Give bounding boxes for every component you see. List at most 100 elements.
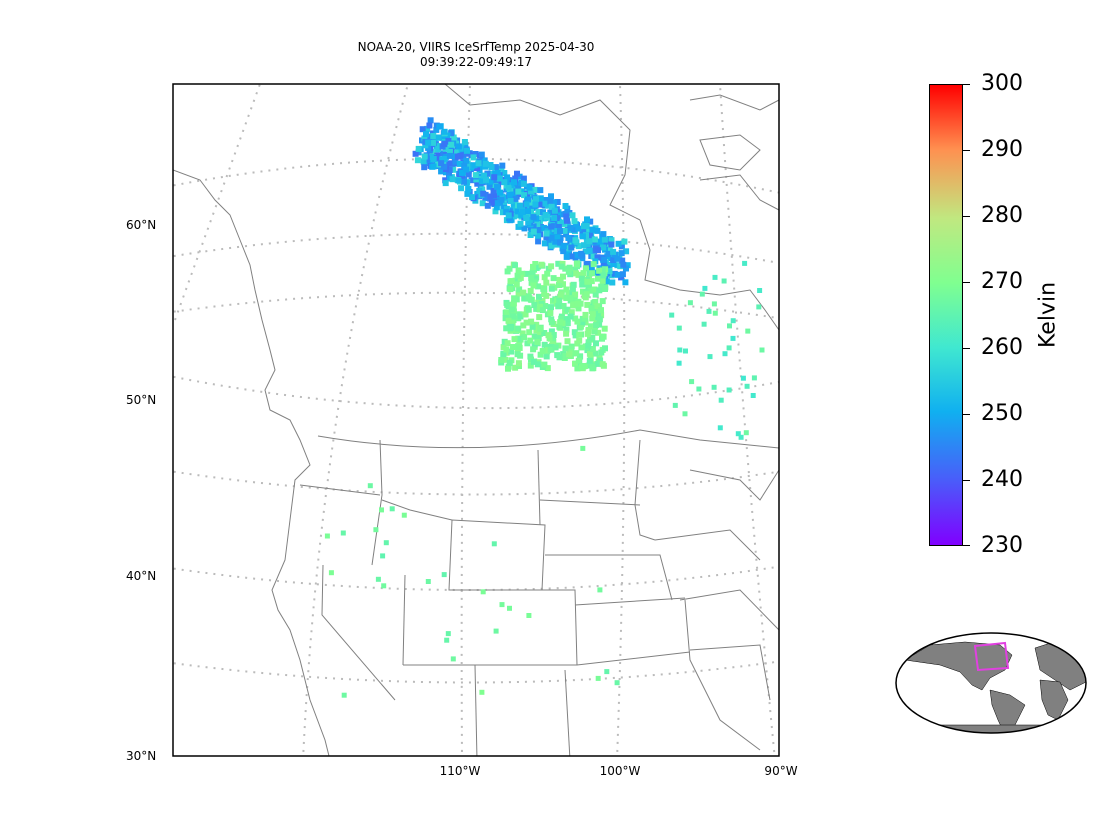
temperature-point xyxy=(521,192,528,199)
temperature-point xyxy=(601,256,608,263)
temperature-point xyxy=(558,315,565,322)
temperature-point xyxy=(609,279,616,286)
temperature-point xyxy=(497,189,504,196)
chart-title: NOAA-20, VIIRS IceSrfTemp 2025-04-30 09:… xyxy=(173,40,779,70)
temperature-point xyxy=(506,359,513,366)
inset-extent-box xyxy=(973,641,1010,672)
temperature-point xyxy=(525,219,532,226)
temperature-point xyxy=(549,229,556,236)
temperature-point xyxy=(537,187,544,194)
temperature-point xyxy=(341,692,347,698)
arctic-islands-2 xyxy=(699,134,761,171)
temperature-point xyxy=(533,305,540,312)
temperature-point xyxy=(566,351,573,358)
temperature-point xyxy=(554,233,561,240)
temperature-point xyxy=(562,203,569,209)
temperature-point xyxy=(560,248,567,255)
temperature-point xyxy=(457,152,464,159)
temperature-point xyxy=(441,159,448,166)
temperature-point xyxy=(592,291,599,298)
temperature-point xyxy=(472,172,479,179)
temperature-point xyxy=(598,283,605,290)
temperature-point xyxy=(543,234,550,241)
temperature-point xyxy=(523,215,530,221)
temperature-point xyxy=(682,411,688,417)
temperature-point xyxy=(445,137,452,144)
temperature-point xyxy=(578,344,585,351)
temperature-point xyxy=(529,269,536,276)
temperature-point xyxy=(523,201,530,208)
lon-line-130 xyxy=(174,84,261,321)
temperature-point xyxy=(433,154,440,161)
mn-border xyxy=(634,439,656,541)
ut-co xyxy=(449,589,578,666)
temperature-point xyxy=(545,332,552,339)
temperature-point xyxy=(711,384,717,390)
colorbar-label-240: 240 xyxy=(981,467,1023,492)
temperature-point xyxy=(480,190,487,197)
temperature-point xyxy=(507,325,514,332)
temperature-point xyxy=(557,235,564,241)
colorbar-label-270: 270 xyxy=(981,269,1023,294)
temperature-point xyxy=(598,349,605,356)
temperature-point xyxy=(563,295,570,301)
temperature-point xyxy=(461,178,467,185)
temperature-point xyxy=(580,227,587,234)
temperature-point xyxy=(463,157,470,164)
colorbar-label-250: 250 xyxy=(981,401,1023,426)
lat-line-65 xyxy=(173,157,779,194)
temperature-point xyxy=(436,123,443,130)
temperature-point xyxy=(472,151,479,157)
temperature-point xyxy=(563,330,570,337)
temperature-point xyxy=(519,330,526,337)
arctic-coast xyxy=(444,84,641,221)
lon-label-90: 90°W xyxy=(764,764,798,778)
lat-line-60 xyxy=(173,232,779,265)
temperature-point xyxy=(465,171,472,178)
temperature-point xyxy=(511,336,518,343)
temperature-point xyxy=(450,166,457,173)
temperature-point xyxy=(614,255,621,262)
temperature-point xyxy=(596,287,603,294)
temperature-point xyxy=(578,275,585,282)
temperature-point xyxy=(622,279,629,286)
temperature-point xyxy=(515,183,522,190)
temperature-point xyxy=(521,334,528,340)
temperature-point xyxy=(587,218,594,225)
temperature-point xyxy=(601,325,608,332)
temperature-point xyxy=(525,208,531,215)
temperature-point xyxy=(551,199,558,206)
temperature-point xyxy=(712,274,718,280)
temperature-point xyxy=(560,243,567,249)
temperature-point xyxy=(493,177,500,184)
temperature-point xyxy=(572,266,578,273)
temperature-point xyxy=(530,346,537,353)
temperature-point xyxy=(530,228,537,235)
ks-ok xyxy=(574,597,686,606)
temperature-point xyxy=(599,298,606,305)
temperature-point xyxy=(511,179,517,186)
nv-ut xyxy=(402,574,406,666)
temperature-point xyxy=(591,328,598,335)
temperature-point xyxy=(600,272,607,279)
temperature-point xyxy=(433,126,440,133)
wy-box xyxy=(448,519,546,591)
temperature-point xyxy=(551,207,558,214)
temperature-point xyxy=(517,220,524,227)
temperature-point xyxy=(505,184,512,191)
temperature-point xyxy=(528,204,535,211)
temperature-point xyxy=(563,326,570,333)
temperature-point xyxy=(482,160,489,167)
graticule xyxy=(173,84,779,756)
temperature-point xyxy=(536,293,542,300)
temperature-point xyxy=(531,186,538,193)
temperature-point xyxy=(590,253,597,260)
lat-line-55 xyxy=(173,291,779,320)
temperature-point xyxy=(535,232,542,239)
temperature-point xyxy=(461,163,468,169)
temperature-point xyxy=(712,310,718,316)
temperature-point xyxy=(503,346,510,353)
temperature-point xyxy=(541,291,548,297)
temperature-point xyxy=(515,188,522,195)
